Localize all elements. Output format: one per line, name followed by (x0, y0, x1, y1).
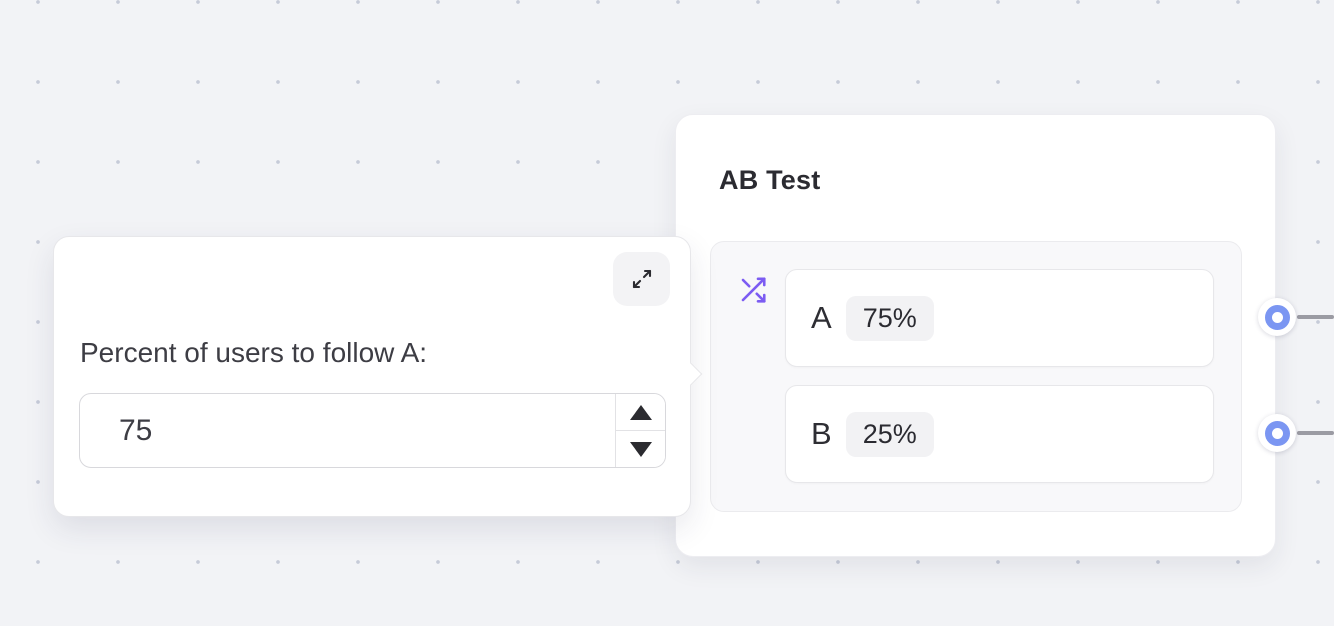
output-port-b[interactable] (1258, 414, 1296, 452)
number-spinner (615, 394, 665, 467)
branch-percent-badge: 75% (845, 295, 934, 341)
connector-edge-b[interactable] (1297, 431, 1334, 435)
node-title: AB Test (719, 165, 821, 195)
triangle-up-icon (629, 404, 652, 420)
expand-button[interactable] (613, 252, 670, 306)
branch-row-b[interactable]: B 25% (785, 385, 1214, 483)
decrement-button[interactable] (616, 432, 665, 467)
percent-input[interactable] (80, 394, 639, 467)
port-ring-icon (1264, 420, 1290, 446)
shuffle-icon (738, 275, 768, 305)
branch-label: A (811, 300, 832, 335)
expand-diagonal-icon (630, 267, 654, 291)
branch-label: B (811, 416, 832, 451)
branch-panel: A 75% B 25% (710, 241, 1242, 512)
triangle-down-icon (629, 442, 652, 457)
branch-row-a[interactable]: A 75% (785, 269, 1214, 367)
port-ring-icon (1264, 304, 1290, 330)
node-ab-test[interactable]: AB Test A 75% B 25% (675, 114, 1276, 557)
percent-label: Percent of users to follow A: (80, 337, 428, 368)
connector-edge-a[interactable] (1297, 315, 1334, 319)
increment-button[interactable] (616, 394, 665, 431)
number-field (79, 393, 666, 468)
branch-percent-badge: 25% (845, 411, 934, 457)
output-port-a[interactable] (1258, 298, 1296, 336)
config-popover: Percent of users to follow A: (53, 236, 702, 517)
